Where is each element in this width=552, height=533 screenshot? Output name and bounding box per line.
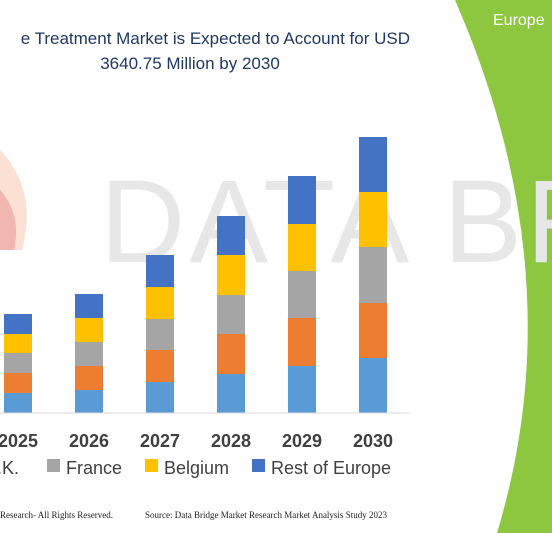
bar-2026-series-0 [75,390,103,413]
bar-2025-series-1 [4,373,32,393]
bar-2028-series-3 [217,255,245,295]
bar-2030-series-2 [359,247,387,303]
bar-2028-series-0 [217,374,245,413]
logo-fragment-orange [0,150,27,250]
bar-2030-series-0 [359,358,387,413]
bar-2030-series-3 [359,192,387,247]
bar-2030-series-4 [359,137,387,192]
bar-2027-series-1 [146,350,174,382]
legend-label-1: Belgium [164,458,229,478]
title-line-2: 3640.75 Million by 2030 [100,54,280,73]
x-tick-2028: 2028 [211,431,251,451]
x-tick-2026: 2026 [69,431,109,451]
bar-2029-series-4 [288,176,316,224]
bar-2030-series-1 [359,303,387,358]
legend-swatch-2 [252,459,265,472]
legend-label-partial: .K. [0,458,19,478]
bar-2025-series-4 [4,314,32,334]
bar-2026-series-1 [75,366,103,390]
logo-fragment-red [0,190,17,250]
footer-copyright: Research- All Rights Reserved. [0,510,113,520]
bar-2029-series-0 [288,366,316,413]
bar-2029-series-1 [288,318,316,366]
bar-2026-series-3 [75,318,103,342]
watermark-text: DATA BRIDGE [100,156,552,288]
bar-2027-series-0 [146,382,174,413]
legend-swatch-0 [47,459,60,472]
bar-2029-series-2 [288,271,316,318]
x-tick-2025: 2025 [0,431,38,451]
bar-2027-series-2 [146,319,174,350]
legend: .K. France Belgium Rest of Europe [0,458,391,478]
bar-2028-series-1 [217,334,245,374]
footer-source: Source: Data Bridge Market Research Mark… [145,510,387,520]
x-tick-2029: 2029 [282,431,322,451]
bar-2027-series-3 [146,287,174,319]
bar-2025-series-0 [4,393,32,413]
bar-2025-series-3 [4,334,32,353]
x-tick-2027: 2027 [140,431,180,451]
green-panel [455,0,552,533]
bar-2028-series-2 [217,295,245,334]
bar-2025-series-2 [4,353,32,373]
bar-2027-series-4 [146,255,174,287]
legend-label-2: Rest of Europe [271,458,391,478]
legend-swatch-1 [145,459,158,472]
bar-2026-series-4 [75,294,103,318]
legend-label-0: France [66,458,122,478]
title-line-1: e Treatment Market is Expected to Accoun… [20,29,410,48]
bar-2029-series-3 [288,224,316,271]
bar-2026-series-2 [75,342,103,366]
region-tag: Europe [493,12,545,29]
bars-group [4,137,387,413]
x-tick-labels: 2025 2026 2027 2028 2029 2030 [0,431,393,451]
bar-2028-series-4 [217,216,245,255]
x-tick-2030: 2030 [353,431,393,451]
